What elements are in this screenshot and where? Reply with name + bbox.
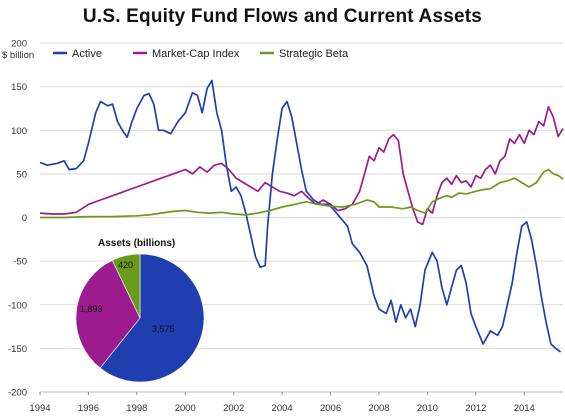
- y-tick-label: -150: [8, 344, 27, 355]
- series-line-strategic-beta: [40, 168, 564, 219]
- series-lines: [39, 79, 564, 353]
- x-tick-label: 2004: [272, 403, 293, 414]
- pie-title: Assets (billions): [98, 238, 175, 249]
- y-tick-label: 150: [11, 82, 27, 93]
- x-tick-label: 1998: [126, 403, 147, 414]
- y-tick-label: -50: [13, 257, 27, 268]
- x-tick-labels: 1994 1996 1998 2000 2002 2004 2006 2008 2010 2012…: [29, 392, 535, 414]
- series-line-active: [39, 79, 562, 353]
- series-line-market-cap-index: [39, 105, 564, 226]
- chart-title: U.S. Equity Fund Flows and Current Asset…: [82, 6, 483, 27]
- x-tick-label: 1994: [29, 403, 50, 414]
- x-tick-label: 2002: [223, 403, 244, 414]
- x-tick-label: 2008: [368, 403, 389, 414]
- legend: Active Market-Cap Index Strategic Beta: [53, 48, 349, 60]
- pie-slice-label: 1,893: [80, 304, 103, 314]
- pie-slice-label: 3,575: [152, 324, 175, 334]
- y-tick-labels: 200 150 100 50 0 -50 -100 -150 -200: [8, 39, 27, 399]
- legend-label-strategic-beta: Strategic Beta: [279, 48, 349, 60]
- legend-label-active: Active: [72, 48, 102, 60]
- y-tick-label: 200: [11, 39, 27, 50]
- y-tick-label: -200: [8, 388, 27, 399]
- x-tick-label: 1996: [78, 403, 99, 414]
- x-tick-label: 2014: [514, 403, 535, 414]
- x-tick-label: 2000: [175, 403, 196, 414]
- x-tick-label: 2012: [465, 403, 486, 414]
- y-tick-label: 50: [16, 169, 27, 180]
- y-axis-unit-label: $ billion: [2, 50, 34, 61]
- x-tick-label: 2006: [320, 403, 341, 414]
- pie-slice: [99, 253, 205, 383]
- pie-slice: [111, 253, 141, 319]
- pie-chart: Assets (billions) 3,575 1,893 420: [75, 238, 205, 383]
- x-tick-label: 2010: [417, 403, 438, 414]
- y-tick-label: 100: [11, 126, 27, 137]
- y-tick-label: -100: [8, 300, 27, 311]
- legend-label-market-cap-index: Market-Cap Index: [152, 48, 240, 60]
- pie-slice-label: 420: [118, 260, 133, 270]
- y-tick-label: 0: [22, 213, 27, 224]
- pie-slice: [75, 259, 141, 369]
